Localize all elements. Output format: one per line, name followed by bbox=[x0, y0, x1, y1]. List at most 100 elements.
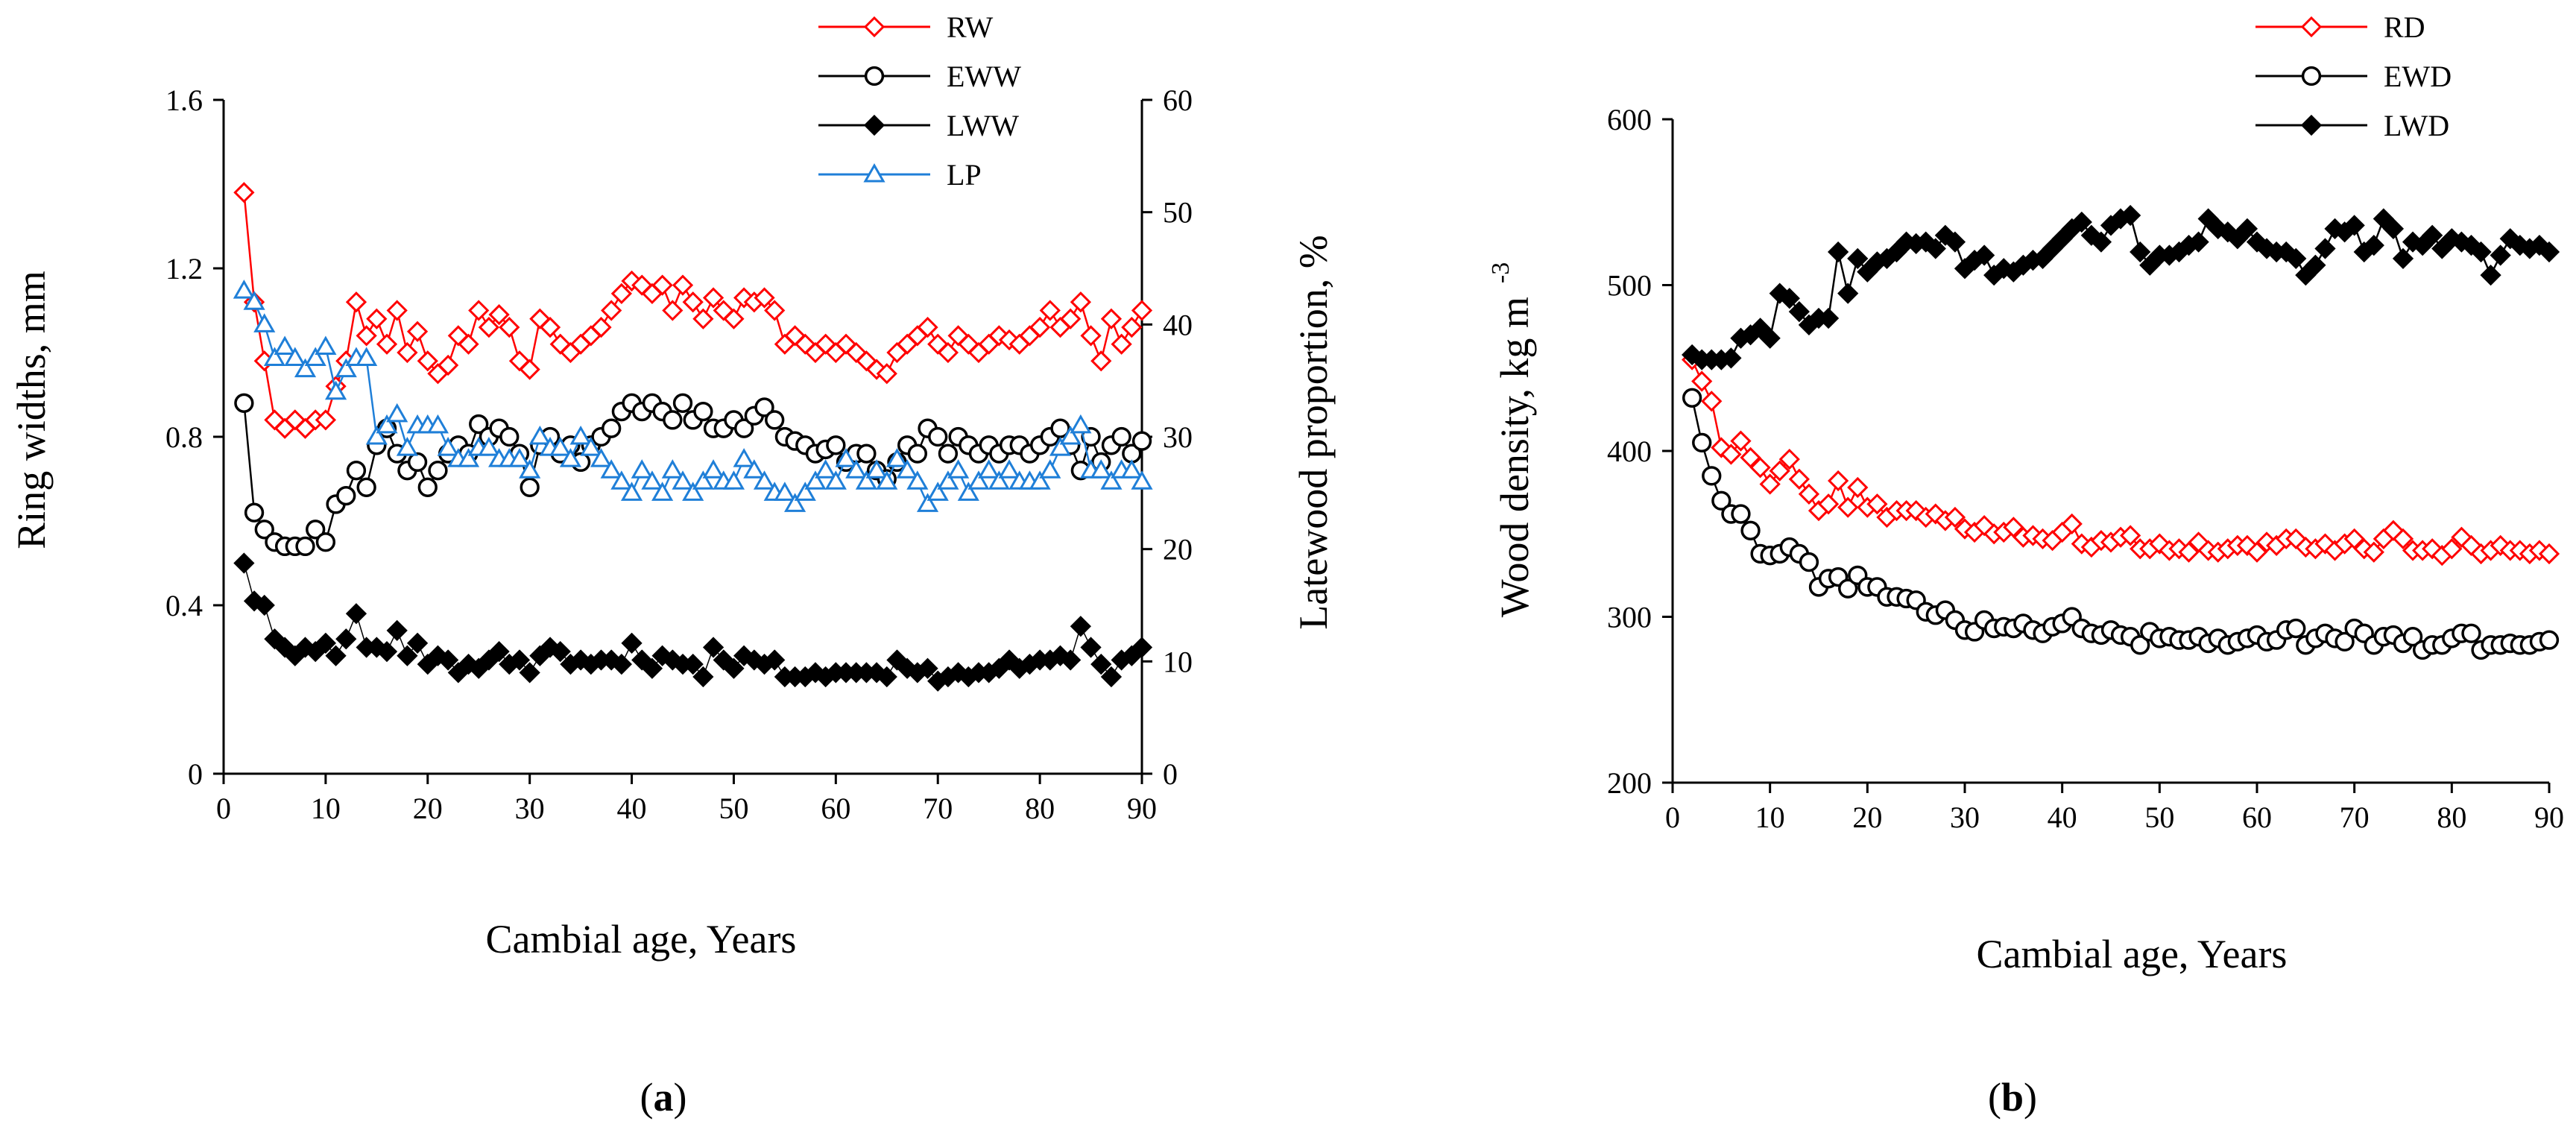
x-tick-label: 60 bbox=[821, 792, 850, 825]
y-tick-label: 0 bbox=[188, 757, 203, 791]
data-point-lp bbox=[661, 459, 684, 479]
data-point-eww bbox=[907, 444, 927, 464]
data-point-lwd bbox=[2363, 234, 2384, 256]
data-point-eww bbox=[407, 452, 428, 473]
data-point-eww bbox=[356, 477, 376, 497]
data-point-eww bbox=[1131, 431, 1152, 451]
y2-tick-label: 0 bbox=[1163, 757, 1178, 791]
data-point-lww bbox=[1131, 637, 1153, 658]
legend-item-lp: LP bbox=[818, 158, 982, 192]
data-point-rw bbox=[1121, 316, 1143, 338]
data-point-lwd bbox=[2071, 211, 2092, 233]
data-point-eww bbox=[602, 418, 622, 438]
series-line-ewd bbox=[1690, 397, 2550, 651]
data-point-rd bbox=[1828, 470, 1849, 492]
data-point-rd bbox=[1749, 457, 1771, 479]
data-point-rw bbox=[917, 316, 938, 338]
data-point-rd bbox=[2003, 517, 2024, 538]
data-point-rd bbox=[2178, 541, 2200, 563]
data-point-ewd bbox=[1799, 552, 1819, 572]
data-point-rw bbox=[366, 308, 388, 329]
data-point-lp bbox=[549, 437, 572, 456]
data-point-lp bbox=[1070, 414, 1092, 434]
data-point-rw bbox=[590, 316, 612, 338]
data-point-rw bbox=[1070, 291, 1091, 313]
data-point-lww bbox=[610, 653, 632, 675]
data-point-rw bbox=[672, 274, 694, 296]
data-point-rd bbox=[1730, 430, 1752, 452]
data-point-lwd bbox=[1886, 241, 1907, 263]
series-lwd bbox=[1682, 204, 2560, 370]
data-point-lp bbox=[926, 482, 949, 501]
data-point-lww bbox=[702, 637, 724, 658]
series-line-rd bbox=[1690, 359, 2550, 557]
data-point-rw bbox=[723, 308, 745, 329]
data-point-lww bbox=[641, 657, 663, 679]
data-point-eww bbox=[244, 502, 265, 523]
data-point-lww bbox=[886, 649, 908, 671]
chart-b-series bbox=[1682, 204, 2560, 660]
data-point-lwd bbox=[2392, 247, 2414, 270]
data-point-lwd bbox=[1934, 224, 1956, 246]
data-point-rw bbox=[438, 354, 459, 376]
legend-marker-lwd bbox=[2300, 114, 2323, 136]
data-point-rd bbox=[2363, 541, 2384, 563]
data-point-lp bbox=[998, 459, 1020, 479]
data-point-rd bbox=[1701, 391, 1723, 412]
data-point-lp bbox=[233, 280, 255, 299]
data-point-rd bbox=[1817, 493, 1840, 515]
data-point-lp bbox=[559, 448, 582, 467]
legend-marker-lp bbox=[863, 162, 886, 183]
data-point-rw bbox=[233, 182, 255, 203]
data-point-lp bbox=[733, 448, 755, 467]
data-point-lp bbox=[876, 470, 898, 490]
data-point-lp bbox=[988, 470, 1010, 490]
data-point-rw bbox=[702, 287, 724, 309]
data-point-lwd bbox=[2080, 224, 2102, 246]
data-point-rd bbox=[2538, 543, 2560, 565]
data-point-rw bbox=[621, 270, 643, 292]
data-point-lww bbox=[764, 649, 786, 671]
data-point-lwd bbox=[1847, 247, 1869, 270]
data-point-lwd bbox=[2305, 254, 2326, 276]
y2-tick-label: 60 bbox=[1163, 83, 1193, 117]
chart-b-y-axis-label: Wood density, kg m -3 bbox=[1487, 262, 1537, 617]
legend-label-lp: LP bbox=[947, 158, 982, 192]
y-tick-label: 1.2 bbox=[165, 252, 203, 285]
data-point-lp bbox=[335, 358, 357, 378]
data-point-lp bbox=[600, 459, 622, 479]
data-point-eww bbox=[928, 426, 948, 447]
data-point-lwd bbox=[1944, 231, 1966, 253]
data-point-rw bbox=[488, 304, 510, 326]
data-point-lp bbox=[365, 425, 388, 445]
data-point-lp bbox=[396, 437, 418, 456]
data-point-lp bbox=[906, 470, 929, 490]
data-point-lp bbox=[631, 459, 653, 479]
data-point-eww bbox=[938, 444, 959, 464]
legend-label-ewd: EWD bbox=[2384, 60, 2452, 93]
data-point-lp bbox=[590, 448, 613, 467]
data-point-rw bbox=[468, 300, 490, 321]
data-point-lwd bbox=[2236, 218, 2258, 239]
data-point-ewd bbox=[2286, 618, 2306, 639]
data-point-lp bbox=[743, 459, 765, 479]
data-point-lp bbox=[1049, 437, 1072, 456]
data-point-lp bbox=[284, 347, 306, 367]
data-point-ewd bbox=[1692, 432, 1712, 453]
data-point-lwd bbox=[1857, 261, 1878, 282]
series-rd bbox=[1682, 349, 2560, 566]
data-point-ewd bbox=[2402, 627, 2423, 647]
data-point-rd bbox=[2120, 525, 2141, 546]
data-point-lwd bbox=[2090, 231, 2112, 253]
data-point-lww bbox=[713, 649, 734, 671]
data-point-ewd bbox=[1740, 520, 1761, 540]
legend-label-rw: RW bbox=[947, 10, 993, 44]
y2-tick-label: 40 bbox=[1163, 308, 1193, 341]
data-point-lp bbox=[324, 380, 347, 400]
data-point-lww bbox=[865, 662, 888, 684]
data-point-rw bbox=[1100, 308, 1123, 329]
x-tick-label: 80 bbox=[2437, 801, 2466, 834]
data-point-lww bbox=[325, 645, 347, 666]
data-point-rw bbox=[662, 300, 684, 321]
data-point-lp bbox=[1059, 425, 1082, 445]
